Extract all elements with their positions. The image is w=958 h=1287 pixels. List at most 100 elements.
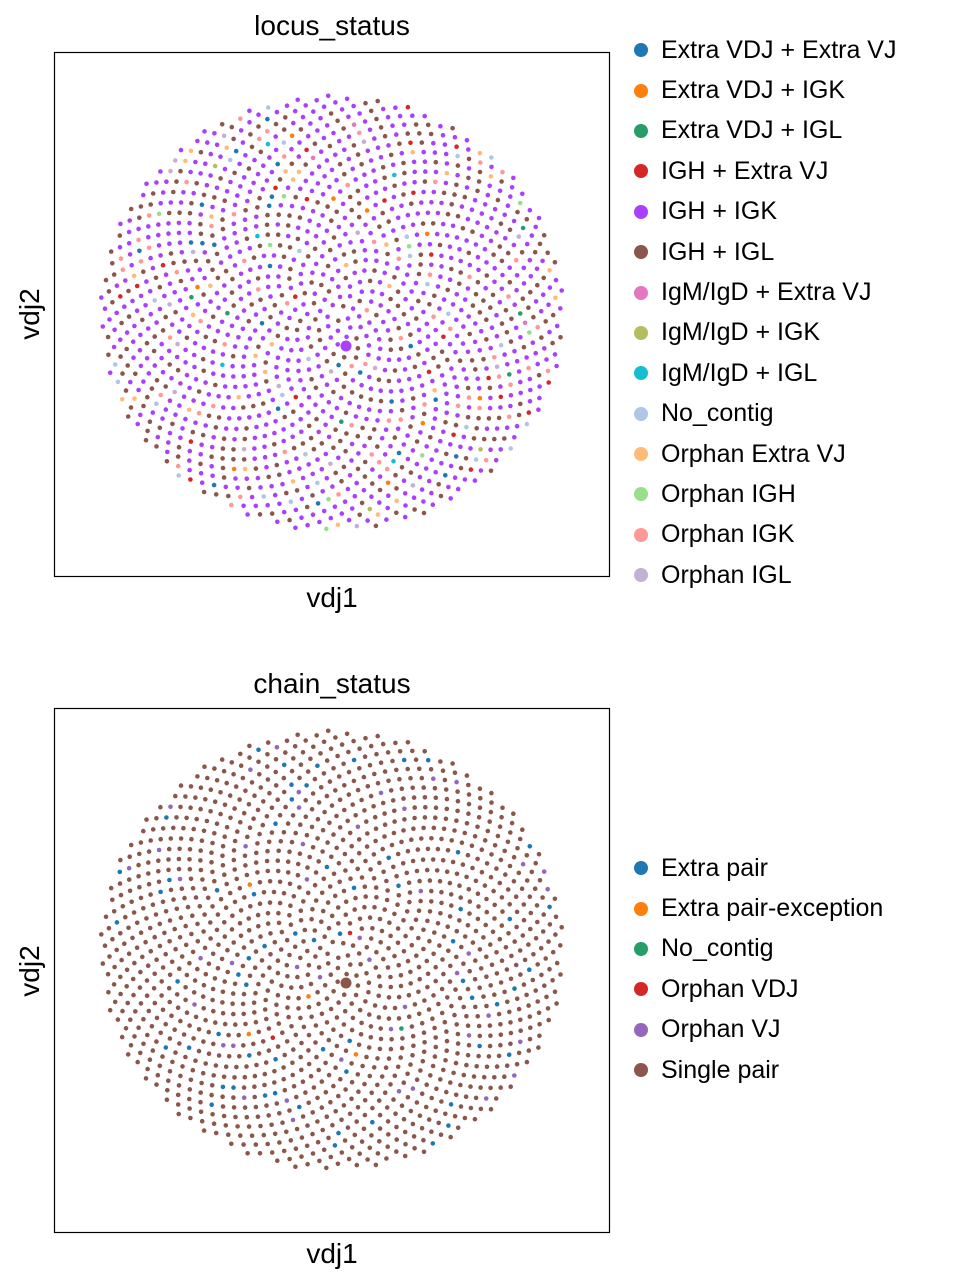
point-single-pair: [273, 769, 278, 775]
point-igh-igk: [255, 171, 261, 177]
point-single-pair: [310, 907, 315, 912]
point-igh-igk: [187, 220, 192, 226]
point-single-pair: [281, 789, 287, 795]
point-single-pair: [345, 953, 351, 958]
point-igh-igk: [502, 212, 508, 218]
point-igh-igk: [183, 287, 188, 292]
point-single-pair: [173, 1050, 178, 1055]
point-single-pair: [464, 773, 470, 778]
point-igh-igl: [437, 242, 443, 248]
point-orphan-igh: [517, 200, 523, 206]
point-single-pair: [425, 984, 430, 990]
legend-label: Extra pair-exception: [661, 894, 884, 923]
point-igh-igk: [123, 278, 128, 283]
point-single-pair: [455, 1041, 461, 1046]
point-single-pair: [411, 1043, 416, 1049]
point-igh-igl: [154, 444, 159, 449]
point-single-pair: [267, 879, 273, 884]
point-single-pair: [313, 954, 318, 959]
point-single-pair: [397, 776, 402, 782]
point-orphan-extra-vj: [253, 353, 258, 359]
point-igh-igk: [138, 363, 144, 369]
point-igh-igl: [291, 445, 297, 451]
point-orphan-igl: [372, 365, 378, 371]
point-igh-igk: [313, 402, 318, 408]
point-igh-igl: [256, 124, 261, 129]
point-single-pair: [428, 767, 434, 772]
point-igh-igk: [296, 154, 302, 159]
point-single-pair: [315, 1119, 320, 1124]
point-igh-igl: [141, 403, 146, 409]
point-igh-igk: [371, 216, 377, 221]
point-single-pair: [136, 874, 141, 879]
point-orphan-igk: [477, 405, 482, 411]
point-igh-igk: [245, 198, 250, 204]
point-igh-igk: [417, 474, 423, 480]
point-igh-igl: [325, 204, 330, 209]
point-single-pair: [183, 985, 188, 990]
point-single-pair: [215, 912, 221, 917]
point-igh-igk: [183, 416, 188, 422]
point-igh-igk: [232, 437, 237, 442]
point-single-pair: [357, 746, 362, 751]
point-single-pair: [458, 895, 464, 900]
point-orphan-igk: [506, 414, 512, 420]
point-single-pair: [414, 868, 420, 874]
point-igh-igk: [518, 390, 523, 396]
point-extra-pair: [547, 904, 552, 910]
point-single-pair: [424, 1082, 430, 1087]
legend-marker: [634, 901, 648, 916]
point-igh-igk: [265, 274, 271, 279]
point-single-pair: [444, 796, 450, 802]
point-orphan-vj: [284, 1098, 290, 1103]
point-single-pair: [193, 895, 199, 900]
point-igh-igk: [348, 240, 353, 245]
point-single-pair: [354, 973, 359, 978]
point-igh-igl: [343, 275, 349, 281]
point-igh-igk: [440, 133, 446, 138]
point-single-pair: [309, 916, 314, 922]
point-igh-igk: [190, 276, 195, 282]
legend-marker: [634, 204, 648, 219]
point-single-pair: [216, 1053, 222, 1058]
point-igh-igk: [241, 175, 247, 180]
point-igh-igk: [188, 169, 193, 175]
point-single-pair: [179, 954, 185, 959]
center-point: [340, 977, 352, 989]
point-single-pair: [282, 1087, 288, 1093]
point-single-pair: [455, 789, 460, 794]
point-igh-igk: [306, 325, 312, 331]
point-single-pair: [416, 935, 421, 941]
point-no-contig: [115, 379, 121, 385]
point-single-pair: [256, 1051, 262, 1056]
point-igh-igk: [410, 222, 416, 228]
point-igh-igk: [220, 352, 226, 357]
point-single-pair: [479, 847, 485, 852]
point-orphan-vj: [454, 779, 459, 785]
point-igh-igl: [343, 410, 349, 416]
point-single-pair: [521, 917, 527, 923]
point-single-pair: [119, 1034, 125, 1040]
point-igh-igk: [452, 135, 458, 140]
point-single-pair: [475, 856, 480, 862]
point-single-pair: [293, 830, 298, 836]
point-single-pair: [160, 1054, 165, 1059]
point-single-pair: [477, 805, 483, 810]
point-igh-igl: [455, 163, 461, 168]
point-single-pair: [198, 867, 204, 873]
point-single-pair: [316, 1001, 321, 1007]
point-igh-igk: [478, 468, 484, 473]
point-orphan-extra-vj: [119, 397, 125, 402]
point-igh-igl: [327, 143, 333, 149]
point-igh-igk: [505, 203, 511, 208]
point-extra-pair: [297, 1104, 302, 1110]
point-extra-pair: [289, 797, 295, 802]
point-igh-igk: [449, 366, 454, 371]
point-single-pair: [347, 921, 353, 926]
point-igh-igk: [412, 179, 417, 185]
point-single-pair: [433, 978, 439, 984]
point-igh-igl: [460, 226, 466, 231]
point-single-pair: [168, 836, 174, 841]
point-single-pair: [398, 1055, 404, 1060]
point-single-pair: [392, 808, 397, 814]
